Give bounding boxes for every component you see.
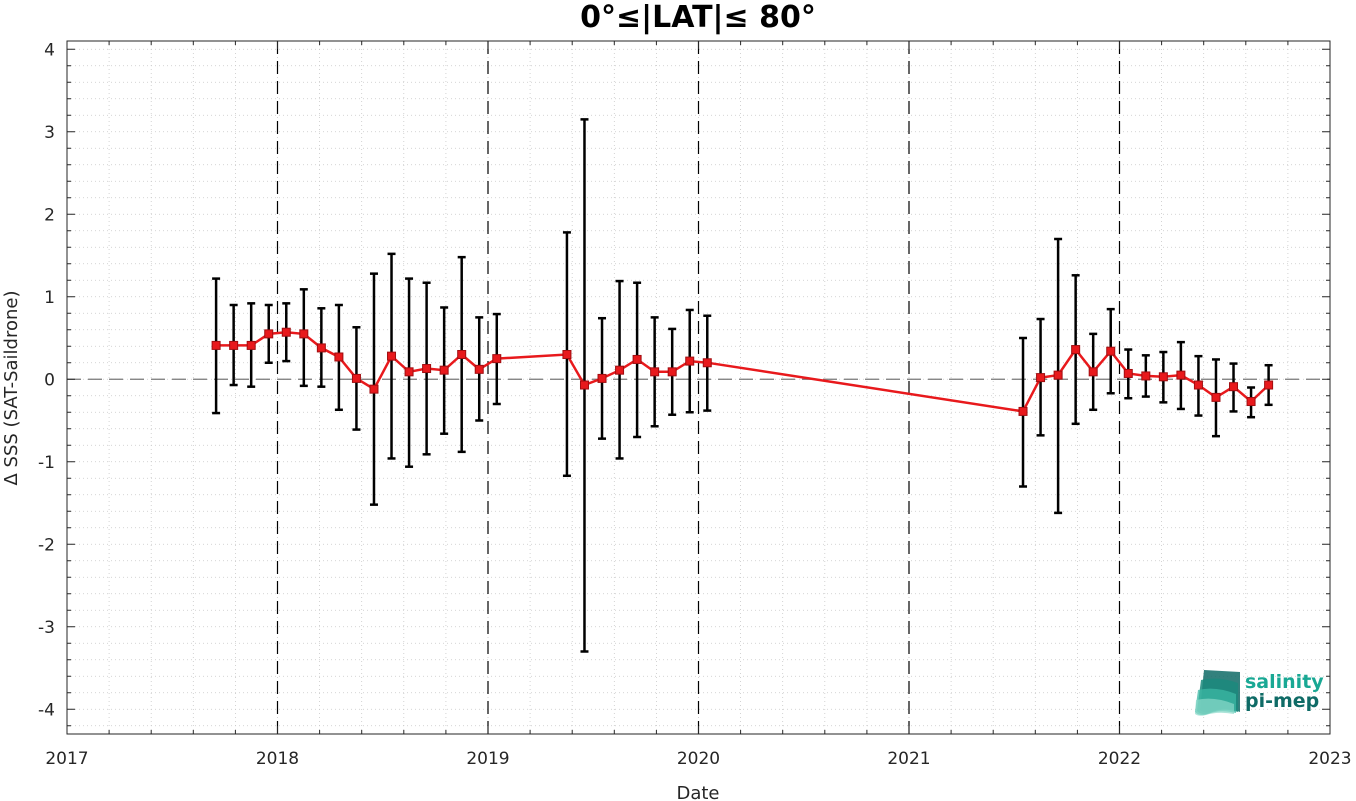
x-tick-label: 2021: [887, 749, 930, 769]
y-axis-label: Δ SSS (SAT-Saildrone): [1, 291, 22, 486]
data-point: [1211, 392, 1221, 402]
y-tick-label: 2: [44, 205, 55, 225]
x-tick-label: 2023: [1308, 749, 1351, 769]
x-tick-label: 2022: [1098, 749, 1141, 769]
data-point: [211, 340, 221, 350]
data-point: [492, 354, 502, 364]
data-point: [579, 380, 589, 390]
data-point: [615, 365, 625, 375]
data-point: [246, 340, 256, 350]
y-tick-label: 1: [44, 288, 55, 308]
data-point: [457, 350, 467, 359]
data-point: [1088, 367, 1098, 377]
y-tick-label: -1: [38, 453, 55, 473]
x-tick-label: 2018: [256, 749, 299, 769]
data-point: [474, 364, 484, 374]
y-tick-labels: 4 3 2 1 0 -1 -2 -3 -4: [38, 40, 55, 720]
data-point: [404, 367, 414, 377]
data-point: [1018, 406, 1028, 416]
data-point: [334, 352, 344, 362]
data-point: [264, 329, 274, 339]
data-point: [229, 340, 239, 350]
y-tick-label: 3: [44, 123, 55, 143]
y-tick-label: 4: [44, 40, 55, 60]
logo-pimep-text: pi-mep: [1245, 690, 1319, 712]
x-tick-label: 2020: [677, 749, 720, 769]
data-point: [387, 351, 397, 361]
x-tick-labels: 2017 2018 2019 2020 2021 2022 2023: [45, 749, 1351, 769]
data-point: [1123, 368, 1133, 378]
y-tick-label: -2: [38, 535, 55, 555]
x-tick-label: 2017: [45, 749, 88, 769]
salinity-pimep-logo: salinity pi-mep: [1195, 670, 1324, 716]
data-point: [439, 365, 449, 375]
data-point: [1106, 346, 1116, 356]
logo-waves-icon: [1195, 670, 1240, 716]
data-point: [702, 358, 712, 368]
data-point: [422, 364, 432, 374]
data-point: [597, 373, 607, 383]
data-point: [1036, 373, 1046, 383]
data-point: [1141, 371, 1151, 381]
data-point: [632, 354, 642, 364]
data-point: [1193, 380, 1203, 390]
x-axis-label: Date: [676, 783, 719, 801]
data-point: [1176, 370, 1186, 380]
data-point: [685, 356, 695, 366]
data-point: [351, 373, 361, 383]
data-point: [1264, 380, 1274, 390]
data-point: [1229, 382, 1239, 392]
logo-salinity-text: salinity: [1245, 671, 1324, 693]
data-point: [1071, 345, 1081, 355]
data-point: [299, 329, 309, 339]
data-point: [369, 384, 379, 394]
y-tick-label: -4: [38, 700, 55, 720]
series-points: [211, 327, 1274, 416]
data-point: [1246, 397, 1256, 407]
data-point: [316, 343, 326, 353]
y-tick-label: -3: [38, 618, 55, 638]
data-point: [1158, 372, 1168, 382]
axis-ticks: [66, 41, 1331, 734]
year-markers: [276, 41, 1121, 734]
x-tick-label: 2019: [466, 749, 509, 769]
chart-title: 0°≤|LAT|≤ 80°: [580, 0, 816, 35]
data-point: [1053, 370, 1063, 380]
data-point: [281, 327, 291, 337]
y-tick-label: 0: [44, 370, 55, 390]
data-point: [667, 367, 677, 377]
data-point: [562, 350, 572, 359]
data-point: [650, 367, 660, 377]
